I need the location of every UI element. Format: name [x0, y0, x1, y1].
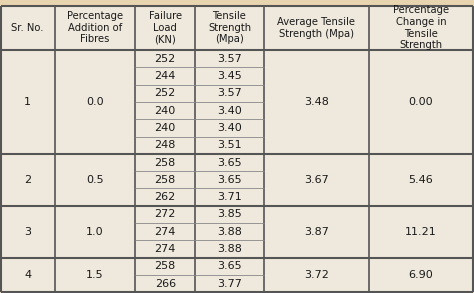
Text: 252: 252 [155, 88, 176, 98]
Text: 0.5: 0.5 [86, 175, 104, 185]
Text: 274: 274 [155, 227, 176, 237]
Text: 258: 258 [155, 158, 176, 168]
Text: 252: 252 [155, 54, 176, 64]
Text: 272: 272 [155, 209, 176, 219]
Text: 3.57: 3.57 [217, 88, 242, 98]
Text: 3.48: 3.48 [304, 97, 328, 107]
Text: 1: 1 [24, 97, 31, 107]
Text: 244: 244 [155, 71, 176, 81]
Text: 3.65: 3.65 [217, 158, 242, 168]
Text: 11.21: 11.21 [405, 227, 437, 237]
Text: 3.88: 3.88 [217, 244, 242, 254]
Text: Percentage
Change in
Tensile
Strength: Percentage Change in Tensile Strength [393, 6, 449, 50]
Text: 1.0: 1.0 [86, 227, 104, 237]
Text: 262: 262 [155, 192, 176, 202]
Text: 258: 258 [155, 261, 176, 271]
Text: 4: 4 [24, 270, 31, 280]
Text: 266: 266 [155, 279, 176, 289]
Text: 2: 2 [24, 175, 31, 185]
Text: 0.0: 0.0 [86, 97, 104, 107]
Text: 240: 240 [155, 123, 176, 133]
Text: Average Tensile
Strength (Mpa): Average Tensile Strength (Mpa) [277, 17, 356, 39]
Text: 3.57: 3.57 [217, 54, 242, 64]
Text: 3.85: 3.85 [217, 209, 242, 219]
Text: 3.65: 3.65 [217, 175, 242, 185]
Text: 3: 3 [24, 227, 31, 237]
Text: 3.45: 3.45 [217, 71, 242, 81]
Text: 258: 258 [155, 175, 176, 185]
Text: 3.65: 3.65 [217, 261, 242, 271]
Text: 240: 240 [155, 105, 176, 116]
Text: 3.77: 3.77 [217, 279, 242, 289]
Text: 274: 274 [155, 244, 176, 254]
Text: 3.51: 3.51 [217, 140, 242, 150]
Text: 1.5: 1.5 [86, 270, 104, 280]
Text: 3.67: 3.67 [304, 175, 328, 185]
Text: 6.90: 6.90 [409, 270, 433, 280]
Text: 3.71: 3.71 [217, 192, 242, 202]
Text: Tensile
Strength
(Mpa): Tensile Strength (Mpa) [208, 11, 251, 45]
Text: 3.72: 3.72 [304, 270, 328, 280]
Text: Failure
Load
(KN): Failure Load (KN) [149, 11, 182, 45]
Text: 3.87: 3.87 [304, 227, 328, 237]
Text: 3.88: 3.88 [217, 227, 242, 237]
Text: 248: 248 [155, 140, 176, 150]
Text: Sr. No.: Sr. No. [11, 23, 44, 33]
Text: 5.46: 5.46 [409, 175, 433, 185]
Text: Percentage
Addition of
Fibres: Percentage Addition of Fibres [67, 11, 123, 45]
Text: 0.00: 0.00 [409, 97, 433, 107]
Text: 3.40: 3.40 [217, 105, 242, 116]
Text: 3.40: 3.40 [217, 123, 242, 133]
